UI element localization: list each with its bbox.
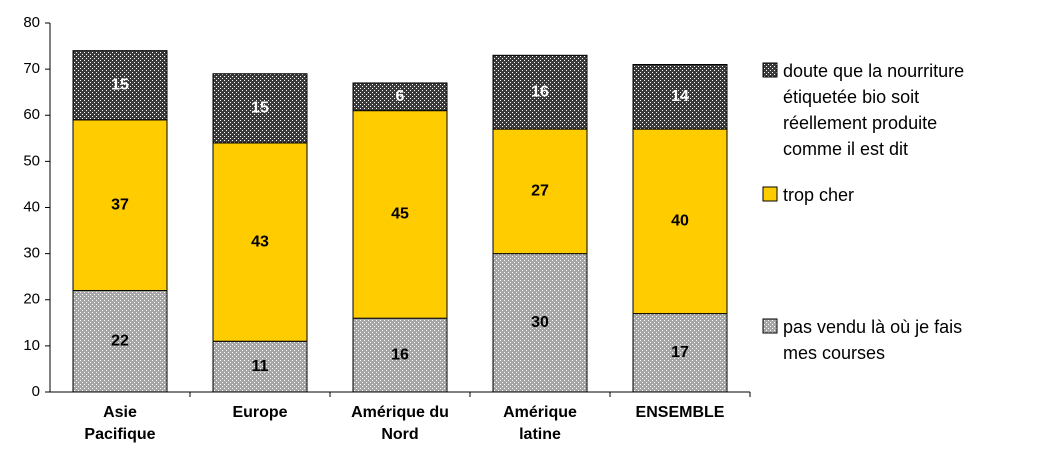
bar-segment (212, 73, 308, 144)
bar-segment (212, 142, 308, 342)
bar-segment (352, 110, 448, 319)
y-tick-label: 80 (23, 14, 40, 31)
data-label: 22 (111, 332, 129, 349)
bar-segment (72, 50, 168, 121)
data-label: 6 (396, 88, 405, 105)
bar-segment (492, 253, 588, 393)
data-label: 11 (252, 358, 269, 375)
y-tick-label: 70 (23, 60, 40, 77)
y-tick-label: 0 (32, 383, 40, 400)
legend-swatch (762, 186, 778, 202)
legend-label: doute que la nourriture étiquetée bio so… (783, 61, 965, 159)
data-label: 15 (111, 76, 129, 93)
y-tick-label: 40 (23, 198, 40, 215)
data-label: 14 (671, 88, 689, 105)
bar-segment (72, 290, 168, 393)
y-tick-label: 30 (23, 245, 40, 262)
data-label: 27 (531, 183, 549, 200)
x-tick-label: Europe (232, 404, 288, 421)
legend-label: pas vendu là où je fais mes courses (783, 317, 963, 363)
bar-segment (492, 54, 588, 130)
data-label: 37 (111, 196, 129, 213)
data-label: 45 (391, 206, 409, 223)
data-label: 30 (531, 314, 549, 331)
data-label: 16 (531, 83, 549, 100)
bar-segment (352, 82, 448, 112)
y-tick-label: 20 (23, 291, 40, 308)
bar-segment (632, 313, 728, 393)
legend-swatch (762, 318, 778, 334)
data-label: 15 (251, 100, 269, 117)
data-label: 43 (251, 233, 269, 250)
bar-segment (492, 128, 588, 255)
data-label: 16 (391, 346, 409, 363)
legend-label: trop cher (783, 185, 855, 205)
bar-segment (632, 64, 728, 130)
bar-segment (632, 128, 728, 315)
data-label: 40 (671, 213, 689, 230)
bar-segment (212, 340, 308, 393)
x-tick-label: ENSEMBLE (635, 404, 725, 421)
y-tick-label: 60 (23, 106, 40, 123)
y-tick-label: 10 (23, 337, 40, 354)
y-tick-label: 50 (23, 152, 40, 169)
x-tick-label: Amérique latine (503, 404, 577, 443)
legend-swatch (762, 62, 778, 78)
bar-segment (72, 119, 168, 292)
data-label: 17 (671, 344, 689, 361)
x-tick-label: Asie Pacifique (84, 404, 156, 443)
x-tick-label: Amérique du Nord (351, 404, 449, 443)
bar-segment (352, 317, 448, 393)
